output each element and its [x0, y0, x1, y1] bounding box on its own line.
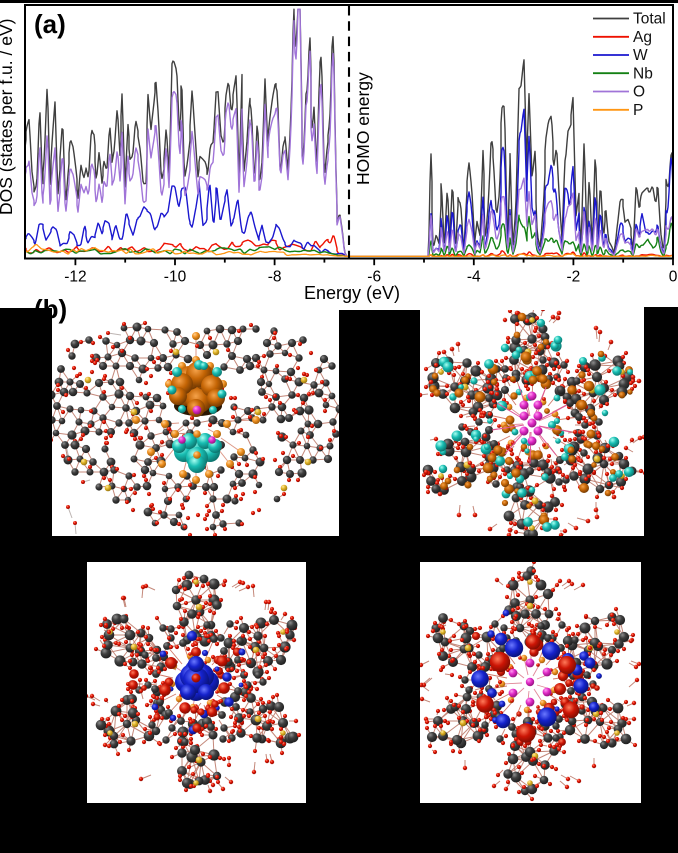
svg-text:DOS (states per f.u. / eV): DOS (states per f.u. / eV): [0, 19, 16, 215]
svg-text:Nb: Nb: [633, 66, 653, 83]
svg-text:Ag: Ag: [633, 29, 652, 46]
svg-text:W: W: [633, 47, 648, 64]
svg-text:Energy (eV): Energy (eV): [304, 283, 400, 303]
svg-text:0: 0: [669, 269, 678, 286]
svg-text:-8: -8: [268, 269, 282, 286]
svg-text:-12: -12: [64, 269, 86, 286]
svg-text:-6: -6: [367, 269, 381, 286]
svg-text:-10: -10: [164, 269, 187, 286]
svg-text:Total: Total: [633, 11, 666, 28]
svg-text:HOMO energy: HOMO energy: [353, 72, 373, 185]
svg-text:(a): (a): [34, 9, 66, 39]
svg-text:-4: -4: [467, 269, 481, 286]
svg-text:-2: -2: [567, 269, 581, 286]
svg-text:O: O: [633, 84, 645, 101]
svg-text:P: P: [633, 102, 643, 119]
